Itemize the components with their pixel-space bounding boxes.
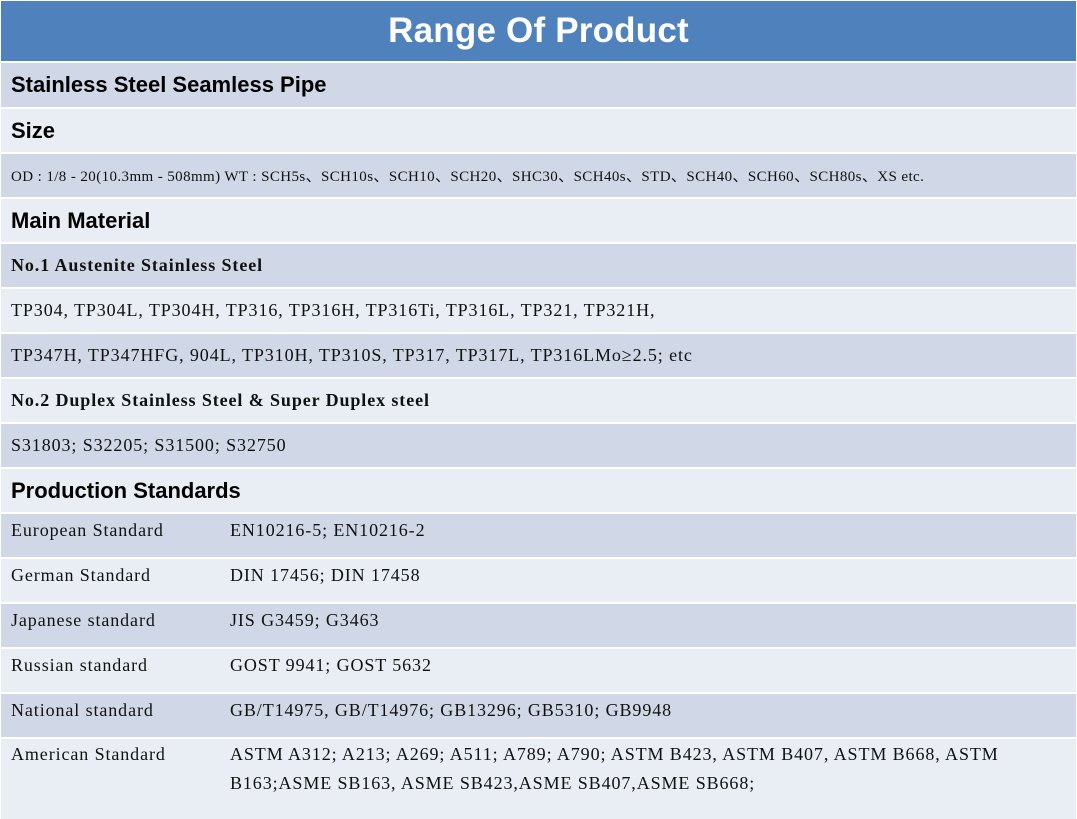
main-material-heading: Main Material	[11, 207, 151, 233]
standard-row: European Standard EN10216-5; EN10216-2	[1, 514, 1076, 559]
size-heading-row: Size	[1, 109, 1076, 154]
group1-line1-row: TP304, TP304L, TP304H, TP316, TP316H, TP…	[1, 289, 1076, 334]
page-title: Range Of Product	[388, 11, 689, 50]
group1-title: No.1 Austenite Stainless Steel	[11, 255, 263, 275]
standard-value: ASTM A312; A213; A269; A511; A789; A790;…	[230, 744, 999, 793]
standard-row: American Standard ASTM A312; A213; A269;…	[1, 739, 1076, 819]
group1-line1: TP304, TP304L, TP304H, TP316, TP316H, TP…	[11, 300, 656, 320]
standard-value: EN10216-5; EN10216-2	[230, 520, 426, 540]
size-text: OD : 1/8 - 20(10.3mm - 508mm) WT : SCH5s…	[11, 169, 925, 185]
size-heading: Size	[11, 117, 56, 143]
group1-line2: TP347H, TP347HFG, 904L, TP310H, TP310S, …	[11, 345, 693, 365]
standard-name: German Standard	[11, 565, 151, 585]
standard-row: Russian standard GOST 9941; GOST 5632	[1, 649, 1076, 694]
standard-row: German Standard DIN 17456; DIN 17458	[1, 559, 1076, 604]
standard-name: American Standard	[11, 744, 166, 764]
standard-value: GOST 9941; GOST 5632	[230, 655, 432, 675]
group1-title-row: No.1 Austenite Stainless Steel	[1, 244, 1076, 289]
standard-value: GB/T14975, GB/T14976; GB13296; GB5310; G…	[230, 700, 673, 720]
title-band: Range Of Product	[1, 1, 1076, 63]
size-row: OD : 1/8 - 20(10.3mm - 508mm) WT : SCH5s…	[1, 154, 1076, 199]
standard-name: Japanese standard	[11, 610, 156, 630]
main-material-heading-row: Main Material	[1, 199, 1076, 244]
standard-value: DIN 17456; DIN 17458	[230, 565, 421, 585]
group1-line2-row: TP347H, TP347HFG, 904L, TP310H, TP310S, …	[1, 334, 1076, 379]
standard-name: National standard	[11, 700, 154, 720]
standard-name: Russian standard	[11, 655, 148, 675]
standard-value: JIS G3459; G3463	[230, 610, 380, 630]
group2-line1: S31803; S32205; S31500; S32750	[11, 435, 287, 455]
production-standards-heading-row: Production Standards	[1, 469, 1076, 514]
group2-line1-row: S31803; S32205; S31500; S32750	[1, 424, 1076, 469]
standard-name: European Standard	[11, 520, 164, 540]
standard-row: National standard GB/T14975, GB/T14976; …	[1, 694, 1076, 739]
production-standards-heading: Production Standards	[11, 477, 241, 503]
product-name: Stainless Steel Seamless Pipe	[11, 72, 327, 97]
group2-title-row: No.2 Duplex Stainless Steel & Super Dupl…	[1, 379, 1076, 424]
group2-title: No.2 Duplex Stainless Steel & Super Dupl…	[11, 390, 430, 410]
product-name-row: Stainless Steel Seamless Pipe	[1, 63, 1076, 109]
standard-row: Japanese standard JIS G3459; G3463	[1, 604, 1076, 649]
